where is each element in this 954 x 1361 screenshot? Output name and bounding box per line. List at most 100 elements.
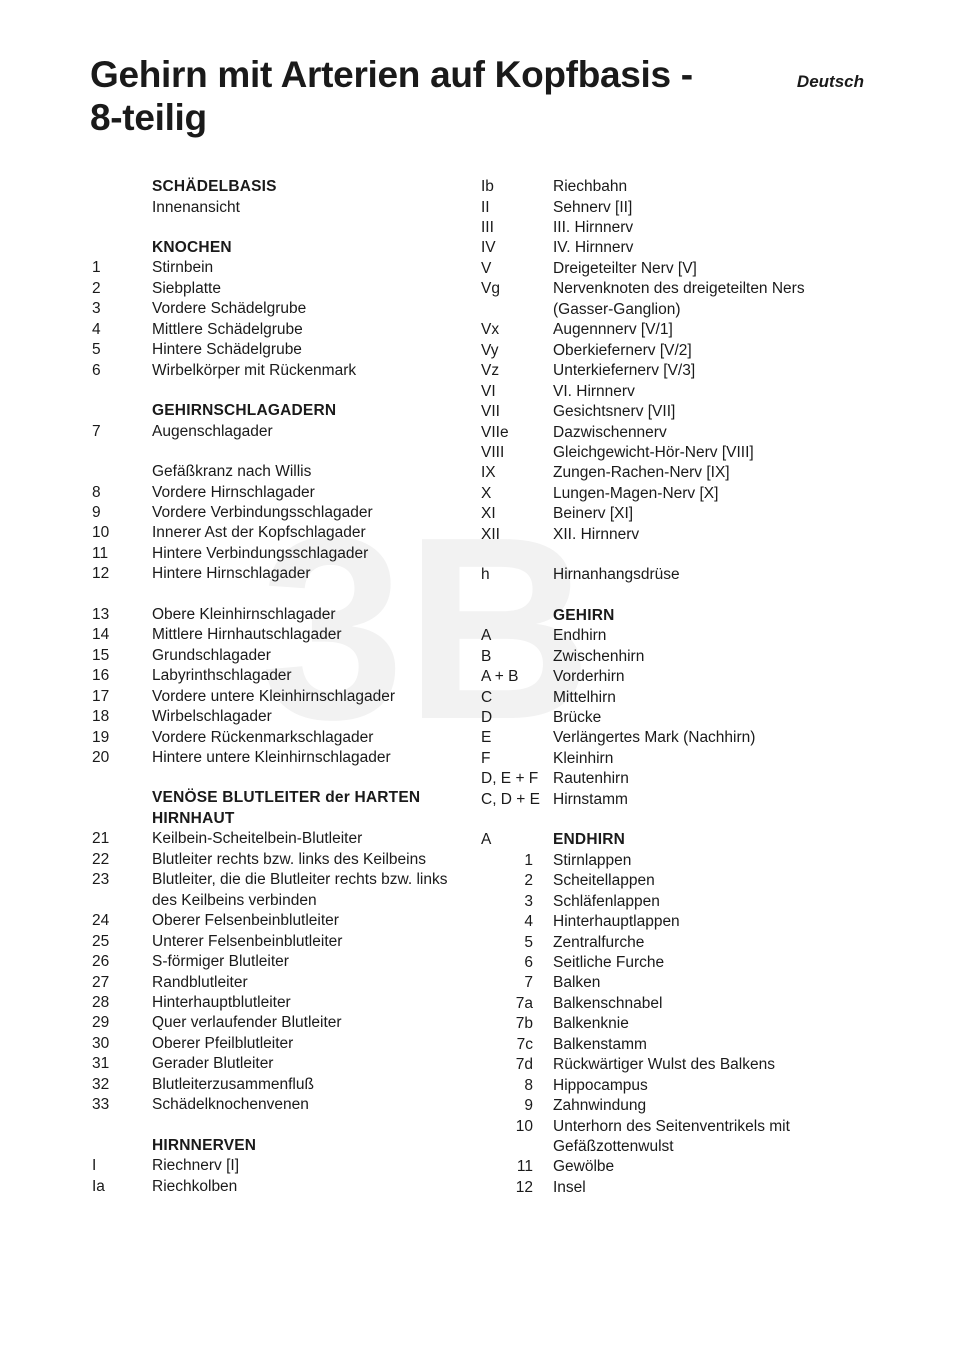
list-value: Balkenschnabel xyxy=(553,994,864,1014)
list-row: VDreigeteilter Nerv [V] xyxy=(479,259,864,279)
list-key: 2 xyxy=(90,279,152,299)
list-key: A + B xyxy=(479,667,553,687)
right-column: IbRiechbahnIISehnerv [II]IIIIII. Hirnner… xyxy=(479,177,864,1198)
list-key: 18 xyxy=(90,707,152,727)
list-row: IISehnerv [II] xyxy=(479,198,864,218)
list-value: Vorderhirn xyxy=(553,667,864,687)
list-row: 21Keilbein-Scheitelbein-Blutleiter xyxy=(90,829,475,849)
list-value: Quer verlaufender Blutleiter xyxy=(152,1013,475,1033)
list-key: 2 xyxy=(479,871,553,891)
list-value: Insel xyxy=(553,1178,864,1198)
list-row: 5Hintere Schädelgrube xyxy=(90,340,475,360)
list-value: Grundschlagader xyxy=(152,646,475,666)
list-key: D, E + F xyxy=(479,769,553,789)
list-key: 7 xyxy=(479,973,553,993)
list-value: Unterhorn des Seitenventrikels mit Gefäß… xyxy=(553,1117,864,1158)
list-row: 17Vordere untere Kleinhirnschlagader xyxy=(90,687,475,707)
list-key: E xyxy=(479,728,553,748)
list-key xyxy=(90,198,152,218)
list-value: Zungen-Rachen-Nerv [IX] xyxy=(553,463,864,483)
list-value: Oberer Pfeilblutleiter xyxy=(152,1034,475,1054)
list-row: IbRiechbahn xyxy=(479,177,864,197)
list-row: 7Balken xyxy=(479,973,864,993)
list-key: I xyxy=(90,1156,152,1176)
list-key xyxy=(90,788,152,829)
list-value: III. Hirnnerv xyxy=(553,218,864,238)
list-key: 8 xyxy=(90,483,152,503)
list-value: Nervenknoten des dreigeteilten Ners (Gas… xyxy=(553,279,864,320)
list-key: 4 xyxy=(90,320,152,340)
list-value: VI. Hirnnerv xyxy=(553,382,864,402)
list-key: V xyxy=(479,259,553,279)
list-key: A xyxy=(479,626,553,646)
list-row: XIBeinerv [XI] xyxy=(479,504,864,524)
section-heading: KNOCHEN xyxy=(152,238,475,258)
list-row: DBrücke xyxy=(479,708,864,728)
list-row: 24Oberer Felsenbeinblutleiter xyxy=(90,911,475,931)
list-value: Randblutleiter xyxy=(152,973,475,993)
section-heading: ENDHIRN xyxy=(553,830,864,850)
list-key: 4 xyxy=(479,912,553,932)
list-key: A xyxy=(479,830,553,850)
list-row: 19Vordere Rückenmarkschlagader xyxy=(90,728,475,748)
list-row: IIIIII. Hirnnerv xyxy=(479,218,864,238)
list-value: Gefäßkranz nach Willis xyxy=(152,462,475,482)
list-row: 12Insel xyxy=(479,1178,864,1198)
list-value: Schläfenlappen xyxy=(553,892,864,912)
section-heading: VENÖSE BLUTLEITER der HARTEN HIRNHAUT xyxy=(152,788,475,829)
list-value: Gleichgewicht-Hör-Nerv [VIII] xyxy=(553,443,864,463)
list-value: Augennnerv [V/1] xyxy=(553,320,864,340)
list-key: Vz xyxy=(479,361,553,381)
list-value: Hirnanhangsdrüse xyxy=(553,565,864,585)
list-row: 7cBalkenstamm xyxy=(479,1035,864,1055)
list-row: 16Labyrinthschlagader xyxy=(90,666,475,686)
list-key: 7b xyxy=(479,1014,553,1034)
list-value: Vordere Rückenmarkschlagader xyxy=(152,728,475,748)
list-value: Dazwischennerv xyxy=(553,423,864,443)
list-key: 3 xyxy=(90,299,152,319)
list-key: D xyxy=(479,708,553,728)
list-key: 11 xyxy=(479,1157,553,1177)
list-key: 27 xyxy=(90,973,152,993)
list-row: 6Seitliche Furche xyxy=(479,953,864,973)
list-row: 4Hinterhauptlappen xyxy=(479,912,864,932)
list-value: Mittlere Hirnhautschlagader xyxy=(152,625,475,645)
list-key: C xyxy=(479,688,553,708)
list-key: 3 xyxy=(479,892,553,912)
list-value: Lungen-Magen-Nerv [X] xyxy=(553,484,864,504)
section-heading: GEHIRN xyxy=(553,606,864,626)
list-row: 33Schädelknochenvenen xyxy=(90,1095,475,1115)
list-value: Verlängertes Mark (Nachhirn) xyxy=(553,728,864,748)
list-key: C, D + E xyxy=(479,790,553,810)
list-row: VxAugennnerv [V/1] xyxy=(479,320,864,340)
list-value: Blutleiterzusammenfluß xyxy=(152,1075,475,1095)
list-row: 29Quer verlaufender Blutleiter xyxy=(90,1013,475,1033)
spacer xyxy=(479,586,864,606)
list-value: Gewölbe xyxy=(553,1157,864,1177)
list-key: 25 xyxy=(90,932,152,952)
list-value: Unterer Felsenbeinblutleiter xyxy=(152,932,475,952)
spacer xyxy=(90,218,475,238)
list-key: 12 xyxy=(479,1178,553,1198)
list-row: 23Blutleiter, die die Blutleiter rechts … xyxy=(90,870,475,911)
list-key: 7 xyxy=(90,422,152,442)
list-key: 1 xyxy=(90,258,152,278)
list-value: Vordere Hirnschlagader xyxy=(152,483,475,503)
list-value: Hinterhauptblutleiter xyxy=(152,993,475,1013)
list-row: C, D + EHirnstamm xyxy=(479,790,864,810)
list-key: 7a xyxy=(479,994,553,1014)
list-row: Innenansicht xyxy=(90,198,475,218)
list-key: XI xyxy=(479,504,553,524)
list-value: Rautenhirn xyxy=(553,769,864,789)
list-row: 30Oberer Pfeilblutleiter xyxy=(90,1034,475,1054)
list-value: Brücke xyxy=(553,708,864,728)
list-key xyxy=(90,177,152,197)
list-key: 5 xyxy=(90,340,152,360)
spacer xyxy=(90,585,475,605)
list-row: hHirnanhangsdrüse xyxy=(479,565,864,585)
list-row: VIIIGleichgewicht-Hör-Nerv [VIII] xyxy=(479,443,864,463)
list-key: 6 xyxy=(479,953,553,973)
list-value: Hintere Verbindungsschlagader xyxy=(152,544,475,564)
list-value: Mittelhirn xyxy=(553,688,864,708)
list-row: 10Innerer Ast der Kopfschlagader xyxy=(90,523,475,543)
